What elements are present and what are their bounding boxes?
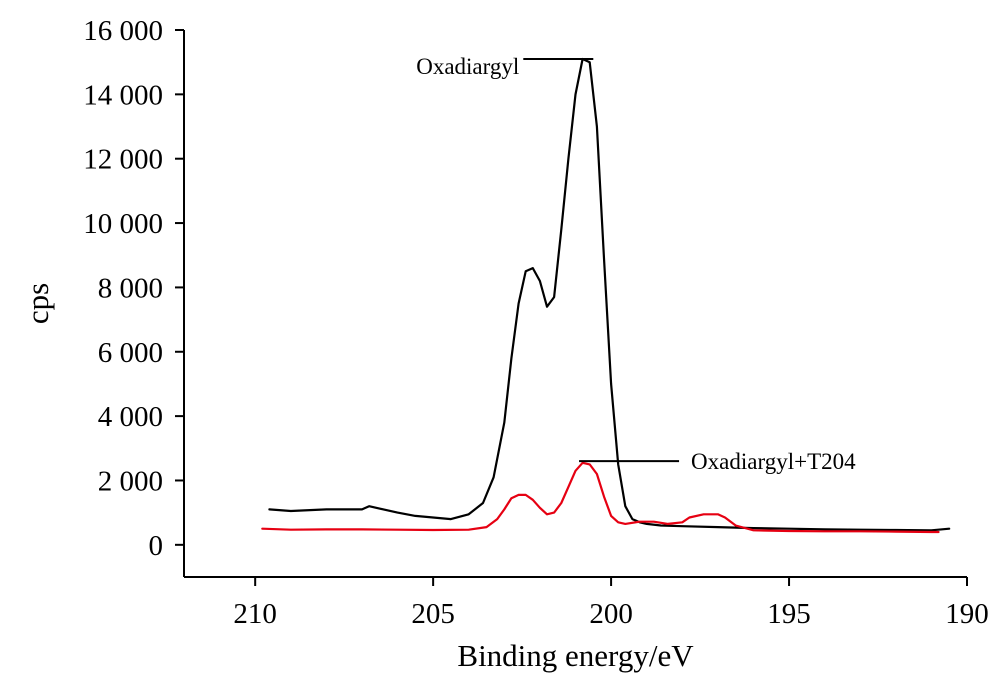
y-tick-label: 6 000 — [98, 337, 163, 369]
x-tick-label: 205 — [411, 598, 455, 630]
x-ticks: 210 205 200 195 190 — [233, 577, 989, 630]
axes — [183, 30, 967, 578]
annotation-oxadiargyl: Oxadiargyl — [416, 54, 519, 79]
y-tick-label: 8 000 — [98, 272, 163, 304]
annotations: Oxadiargyl Oxadiargyl+T204 — [416, 54, 856, 474]
y-ticks: 0 2 000 4 000 6 000 8 000 10 000 12 000 14 000 1… — [83, 15, 184, 562]
series-line-oxadiargyl-t204 — [261, 461, 940, 534]
x-axis-title: Binding energy/eV — [457, 638, 694, 673]
y-tick-label: 14 000 — [83, 79, 163, 111]
y-axis-title: cps — [20, 283, 55, 324]
y-tick-label: 4 000 — [98, 401, 163, 433]
series-lines — [261, 57, 951, 534]
x-tick-label: 200 — [589, 598, 633, 630]
y-tick-label: 0 — [149, 530, 164, 562]
x-tick-label: 195 — [767, 598, 811, 630]
y-tick-label: 2 000 — [98, 465, 163, 497]
annotation-oxadiargyl-t204: Oxadiargyl+T204 — [691, 449, 856, 474]
y-tick-label: 16 000 — [83, 15, 163, 47]
series-line-oxadiargyl — [268, 57, 951, 532]
x-tick-label: 190 — [945, 598, 989, 630]
y-tick-label: 10 000 — [83, 208, 163, 240]
x-tick-label: 210 — [233, 598, 277, 630]
y-tick-label: 12 000 — [83, 144, 163, 176]
